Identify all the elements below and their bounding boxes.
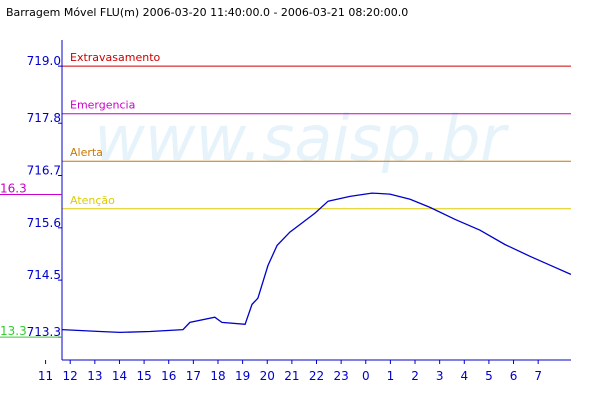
x-tick-label: 13: [87, 369, 102, 383]
x-tick-label: 7: [534, 369, 542, 383]
y-tick-label: 715.6: [27, 216, 61, 230]
y-tick-label: 713.3: [27, 325, 61, 339]
x-tick-label: 1: [387, 369, 395, 383]
x-tick-label: 22: [309, 369, 324, 383]
threshold-label: Alerta: [70, 146, 103, 159]
x-tick-label: 11: [38, 369, 53, 383]
x-tick-label: 15: [136, 369, 151, 383]
x-tick-label: 19: [235, 369, 250, 383]
y-tick-label: 717.8: [27, 111, 61, 125]
x-tick-label: 0: [362, 369, 370, 383]
x-tick-label: 5: [485, 369, 493, 383]
threshold-label: Extravasamento: [70, 51, 161, 64]
y-tick-label: 714.5: [27, 268, 61, 282]
x-tick-label: 18: [210, 369, 225, 383]
x-tick-label: 17: [186, 369, 201, 383]
x-tick-label: 2: [411, 369, 419, 383]
data-line: [61, 192, 572, 334]
y-tick-label: 719.0: [27, 54, 61, 68]
x-tick-label: 6: [510, 369, 518, 383]
x-tick-label: 14: [112, 369, 127, 383]
x-tick-label: 4: [460, 369, 468, 383]
threshold-label: Emergencia: [70, 99, 135, 112]
threshold-label: Atenção: [70, 194, 115, 207]
x-tick-label: 23: [333, 369, 348, 383]
min-marker-label: 13.3: [0, 324, 27, 338]
y-tick-label: 716.7: [27, 164, 61, 178]
x-tick-label: 21: [284, 369, 299, 383]
watermark: www.saisp.br: [94, 102, 509, 175]
x-tick-label: 3: [436, 369, 444, 383]
chart-title: Barragem Móvel FLU(m) 2006-03-20 11:40:0…: [6, 6, 408, 19]
max-marker-label: 16.3: [0, 182, 27, 196]
x-tick-label: 16: [161, 369, 176, 383]
x-tick-label: 20: [260, 369, 275, 383]
x-tick-label: 12: [63, 369, 78, 383]
